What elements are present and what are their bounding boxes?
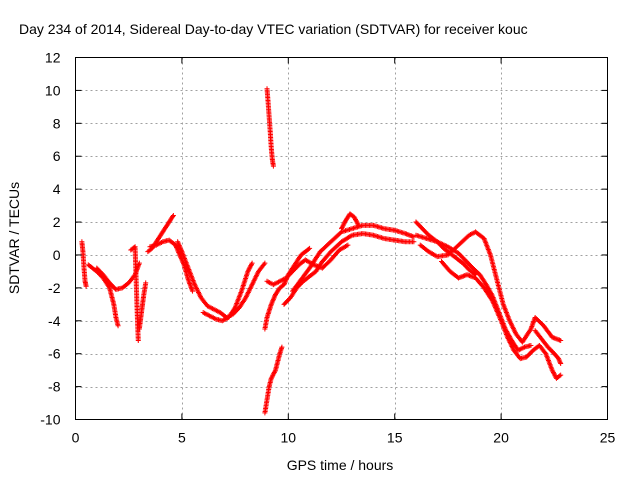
data-point xyxy=(115,323,121,329)
data-point xyxy=(306,246,312,252)
data-point xyxy=(557,373,563,379)
y-tick-label: -4 xyxy=(48,313,61,329)
grid xyxy=(75,57,608,420)
x-tick-label: 10 xyxy=(281,430,297,446)
data-point xyxy=(83,283,89,289)
y-tick-label: 8 xyxy=(53,115,61,131)
plot-frame xyxy=(75,57,608,420)
chart-title: Day 234 of 2014, Sidereal Day-to-day VTE… xyxy=(19,21,528,37)
y-tick-label: 10 xyxy=(45,82,61,98)
y-tick-label: -10 xyxy=(40,412,60,428)
series-arc-i xyxy=(200,260,255,324)
data-point xyxy=(270,163,276,169)
x-tick-label: 5 xyxy=(178,430,186,446)
series-arc-a xyxy=(79,239,89,289)
series-arc-e xyxy=(136,280,149,332)
x-tick-label: 25 xyxy=(600,430,616,446)
y-tick-label: 6 xyxy=(53,148,61,164)
series-arc-s xyxy=(417,229,564,345)
data-point xyxy=(135,338,141,344)
data-point xyxy=(558,361,564,367)
data-point xyxy=(411,239,417,245)
y-tick-label: -6 xyxy=(48,346,61,362)
data-point xyxy=(249,260,255,266)
y-tick-label: 4 xyxy=(53,181,61,197)
series-arc-r xyxy=(413,232,534,353)
data-point xyxy=(131,245,137,251)
data-point xyxy=(170,212,176,218)
data-point xyxy=(143,280,149,286)
data-point xyxy=(307,245,313,251)
data-point xyxy=(170,214,176,220)
y-tick-label: 2 xyxy=(53,214,61,230)
series-arc-j xyxy=(264,86,276,169)
data-points xyxy=(79,86,564,416)
data-point xyxy=(558,338,564,344)
y-tick-label: 0 xyxy=(53,247,61,263)
series-arc-k xyxy=(262,344,285,416)
data-point xyxy=(345,242,351,248)
series-arc-h xyxy=(175,239,268,320)
series-arc-n xyxy=(281,231,417,307)
series-arc-o xyxy=(290,222,417,294)
data-point xyxy=(190,288,196,294)
data-point xyxy=(558,372,564,378)
x-tick-label: 0 xyxy=(72,430,80,446)
series-arc-u xyxy=(532,328,564,367)
data-point xyxy=(356,222,362,228)
data-point xyxy=(528,342,534,348)
y-tick-label: -8 xyxy=(48,379,61,395)
y-tick-label: -2 xyxy=(48,280,61,296)
axis-ticks: 0 5 10 15 20 25 -10 -8 -6 -4 -2 0 2 4 6 8 10 12 xyxy=(40,50,615,446)
x-axis-label: GPS time / hours xyxy=(287,457,394,473)
x-tick-label: 15 xyxy=(387,430,403,446)
data-point xyxy=(262,260,268,266)
y-axis-label: SDTVAR / TECUs xyxy=(6,182,22,294)
series-arc-b xyxy=(85,262,121,329)
x-tick-label: 20 xyxy=(493,430,509,446)
data-point xyxy=(279,344,285,350)
series-arc-t xyxy=(439,259,564,381)
series-arc-p xyxy=(339,211,362,232)
y-tick-label: 12 xyxy=(45,50,61,66)
